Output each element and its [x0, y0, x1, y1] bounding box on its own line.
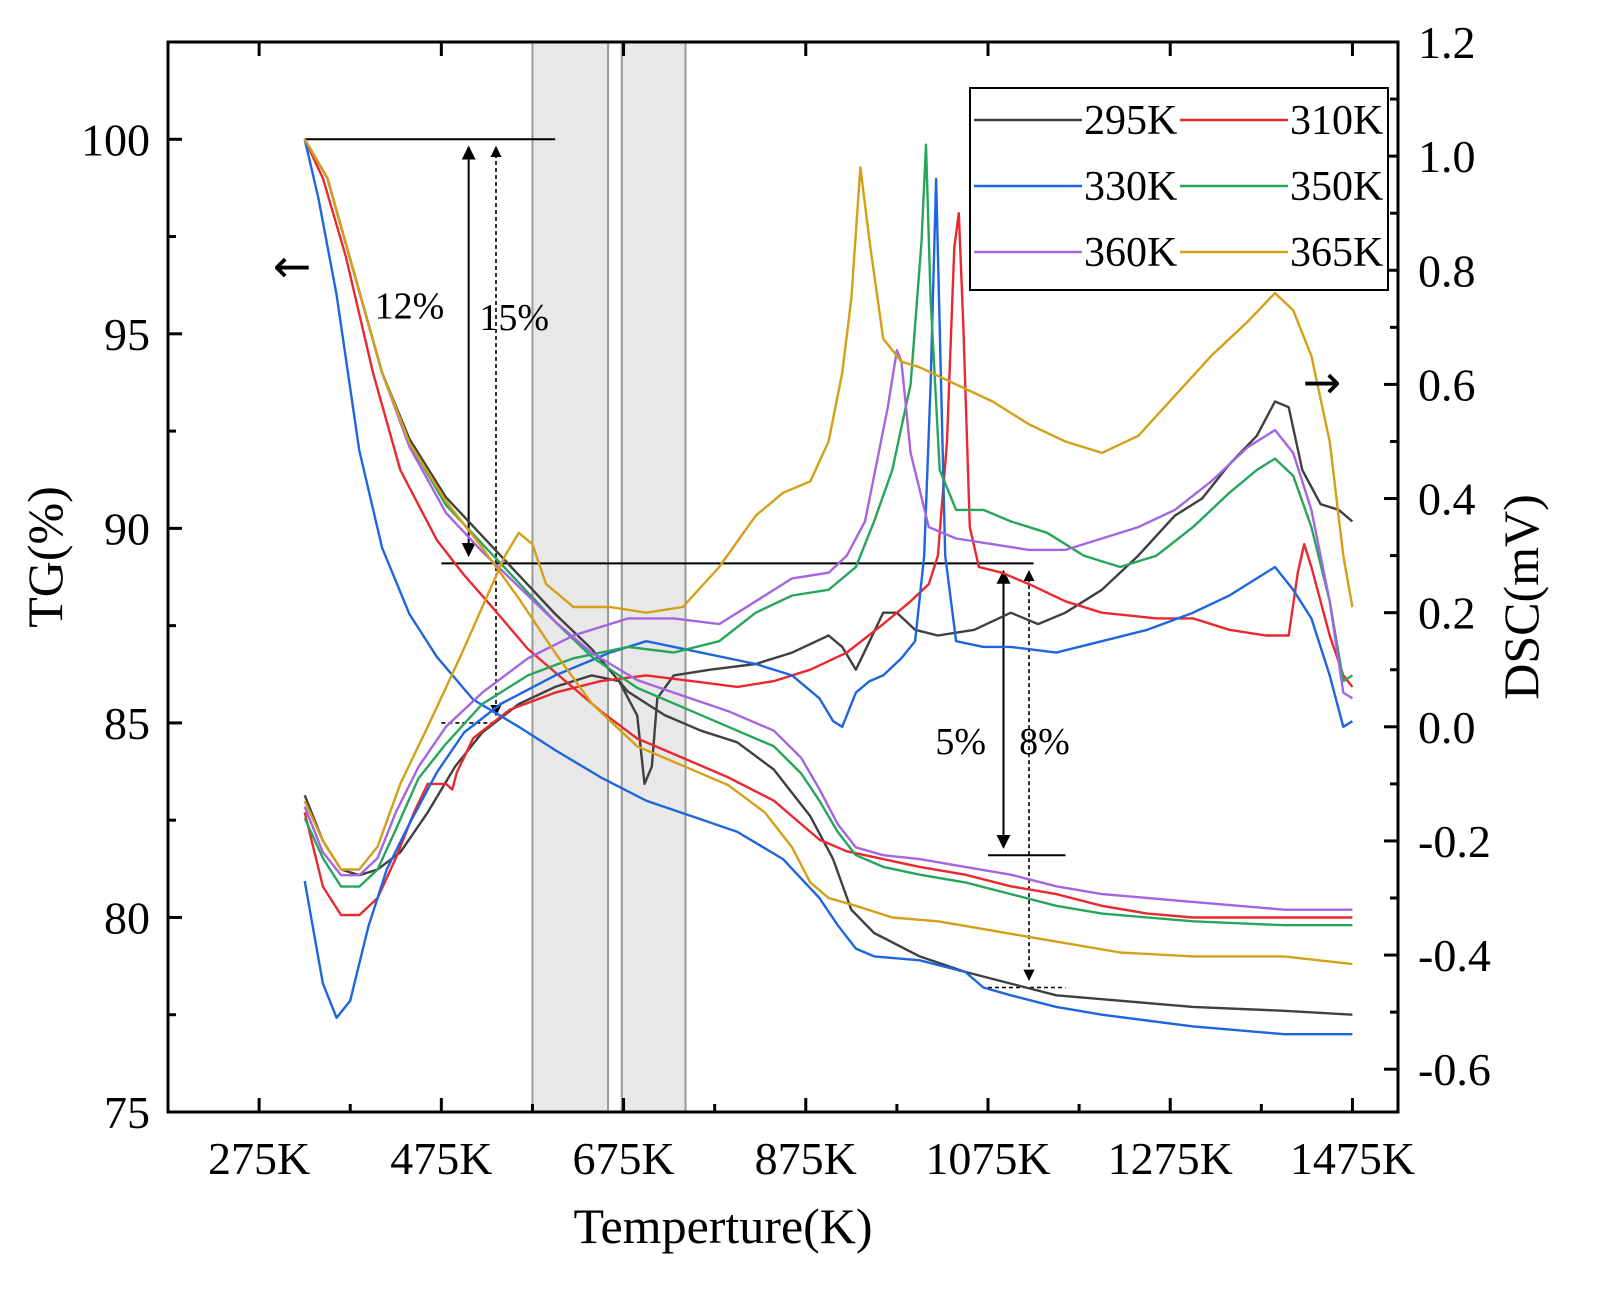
y-right-tick-label: 0.4 — [1418, 474, 1476, 525]
y-right-tick-label: -0.6 — [1418, 1044, 1491, 1095]
x-tick-label: 1075K — [925, 1133, 1050, 1184]
y-right-tick-label: 1.0 — [1418, 131, 1476, 182]
y-right-tick-label: 1.2 — [1418, 17, 1476, 68]
data-curves — [303, 138, 1354, 1036]
y-axis-right-title: DSC(mV) — [1493, 494, 1549, 700]
legend-label-295K: 295K — [1084, 98, 1177, 144]
x-tick-label: 875K — [755, 1133, 857, 1184]
annotation-label: 8% — [1019, 721, 1070, 763]
tg-curve-295K — [303, 138, 1353, 1016]
legend-label-365K: 365K — [1290, 230, 1383, 276]
y-right-tick-label: -0.2 — [1418, 816, 1491, 867]
annotation-label: 5% — [935, 721, 986, 763]
y-right-tick-label: 0.6 — [1418, 359, 1476, 410]
legend-label-360K: 360K — [1084, 230, 1177, 276]
y-right-tick-label: 0.8 — [1418, 245, 1476, 296]
x-axis-title: Temperture(K) — [573, 1198, 872, 1254]
y-left-tick-label: 100 — [81, 114, 150, 165]
x-tick-label: 1275K — [1108, 1133, 1233, 1184]
legend: 295K 310K 330K 350K 360K 365K — [969, 87, 1389, 291]
shaded-region-2 — [620, 41, 687, 1113]
dsc-curve-330K — [303, 177, 1354, 1019]
y-left-tick-label: 90 — [104, 503, 150, 554]
percent-annotations: 12% 15% 5% 8% — [375, 285, 1070, 763]
y-axis-left-title: TG(%) — [17, 486, 73, 628]
x-tick-label: 275K — [208, 1133, 310, 1184]
x-tick-label: 475K — [390, 1133, 492, 1184]
dsc-curve-360K — [303, 349, 1354, 877]
left-axis-arrow-icon: ← — [273, 239, 312, 293]
tg-curve-330K — [303, 139, 1353, 1036]
y-right-tick-label: -0.4 — [1418, 930, 1491, 981]
tg-curve-365K — [303, 138, 1353, 966]
legend-label-310K: 310K — [1290, 98, 1383, 144]
y-right-tick-label: 0.2 — [1418, 588, 1476, 639]
tg-curve-360K — [303, 138, 1353, 911]
legend-label-350K: 350K — [1290, 164, 1383, 210]
right-axis-arrow-icon: → — [1303, 355, 1342, 409]
shaded-region-1 — [531, 41, 610, 1113]
annotation-label: 15% — [479, 297, 549, 339]
y-right-tick-label: 0.0 — [1418, 702, 1476, 753]
x-tick-label: 675K — [572, 1133, 674, 1184]
x-tick-label: 1475K — [1290, 1133, 1415, 1184]
legend-box — [969, 87, 1389, 291]
y-left-tick-label: 95 — [104, 309, 150, 360]
tick-labels: 275K 475K 675K 875K 1075K 1275K 1475K 75 80 85 90 9… — [81, 17, 1491, 1184]
annotation-label: 12% — [375, 285, 445, 327]
legend-label-330K: 330K — [1084, 164, 1177, 210]
axis-ticks — [168, 40, 1398, 1114]
dsc-curve-365K — [303, 166, 1354, 871]
dsc-curve-350K — [303, 143, 1354, 888]
shaded-regions — [531, 41, 687, 1113]
plot-frame — [166, 40, 1400, 1114]
y-left-tick-label: 80 — [104, 892, 150, 943]
y-left-tick-label: 85 — [104, 698, 150, 749]
y-left-tick-label: 75 — [104, 1087, 150, 1138]
tg-curve-310K — [303, 138, 1353, 919]
